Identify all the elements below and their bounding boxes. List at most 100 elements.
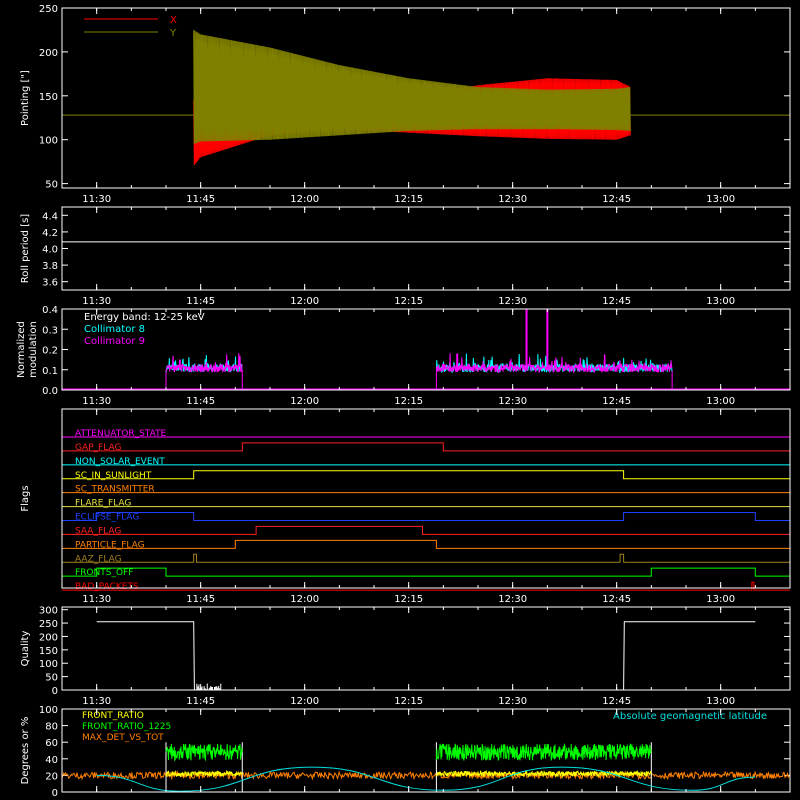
y-tick-label: 50 — [45, 180, 58, 191]
y-tick-label: 0.4 — [42, 305, 58, 316]
front-ratio-1225-line — [435, 742, 652, 761]
flag-label: NON_SOLAR_EVENT — [75, 457, 165, 467]
flag-line — [62, 539, 790, 549]
x-tick-label: 11:45 — [186, 594, 215, 605]
x-tick-label: 12:30 — [498, 594, 527, 605]
legend-label-ratio: MAX_DET_VS_TOT — [82, 733, 164, 743]
x-tick-label: 12:30 — [498, 396, 527, 407]
y-tick-label: 200 — [39, 632, 58, 643]
flag-label: AAZ_FLAG — [75, 554, 122, 564]
y-tick-label: 250 — [39, 4, 58, 15]
x-tick-label: 11:30 — [82, 194, 111, 205]
x-tick-label: 12:30 — [498, 194, 527, 205]
y-tick-label: 0 — [52, 788, 58, 799]
ratios-plot-frame — [61, 708, 791, 793]
legend-label-collimator: Collimator 9 — [84, 336, 145, 347]
flag-label: ECLIPSE_FLAG — [75, 513, 139, 523]
y-tick-label: 100 — [39, 659, 58, 670]
x-tick-label: 11:45 — [186, 696, 215, 707]
y-tick-label: 3.8 — [42, 261, 58, 272]
legend-label-ratio: FRONT_RATIO — [82, 711, 144, 721]
y-tick-label: 4.2 — [42, 228, 58, 239]
y-tick-label: 4.0 — [42, 245, 58, 256]
front-ratio-line — [436, 769, 652, 778]
x-tick-label: 11:30 — [82, 396, 111, 407]
y-tick-label: 150 — [39, 92, 58, 103]
y-tick-label: 80 — [45, 722, 58, 733]
x-tick-label: 12:00 — [290, 696, 319, 707]
x-tick-label: 12:00 — [290, 594, 319, 605]
geomagnetic-latitude-line — [96, 766, 756, 792]
modulation-annotation: Energy band: 12-25 keV — [84, 312, 205, 323]
flag-label: ATTENUATOR_STATE — [75, 429, 167, 439]
x-tick-label: 11:30 — [82, 296, 111, 307]
y-tick-label: 0 — [52, 686, 58, 697]
y-tick-label: 20 — [45, 771, 58, 782]
y-axis-label: Degrees or % — [20, 717, 31, 785]
flag-line — [62, 512, 790, 521]
x-tick-label: 12:30 — [498, 696, 527, 707]
roll-plot-frame — [61, 206, 791, 291]
y-tick-label: 0.2 — [42, 346, 58, 357]
x-tick-label: 12:45 — [602, 194, 631, 205]
y-tick-label: 50 — [45, 673, 58, 684]
flags-plot-frame — [61, 408, 791, 589]
flag-label: SC_IN_SUNLIGHT — [75, 471, 152, 481]
x-tick-label: 12:45 — [602, 296, 631, 307]
flag-label: PARTICLE_FLAG — [75, 540, 145, 550]
flag-line — [62, 442, 790, 452]
x-tick-label: 13:00 — [706, 296, 735, 307]
y-axis-label: Quality — [20, 631, 31, 667]
x-tick-label: 12:45 — [602, 696, 631, 707]
y-tick-label: 0.1 — [42, 366, 58, 377]
flag-label: FRONTS_OFF — [75, 568, 133, 578]
modulation-series-9 — [165, 353, 243, 373]
x-tick-label: 12:15 — [394, 194, 423, 205]
quality-line — [96, 621, 756, 691]
pointing-series-y — [193, 29, 631, 144]
x-tick-label: 12:45 — [602, 594, 631, 605]
x-tick-label: 12:15 — [394, 594, 423, 605]
x-tick-label: 11:30 — [82, 696, 111, 707]
x-tick-label: 11:30 — [82, 594, 111, 605]
flag-line — [62, 553, 790, 563]
y-tick-label: 0.3 — [42, 325, 58, 336]
y-tick-label: 250 — [39, 619, 58, 630]
flag-line — [62, 470, 790, 480]
x-tick-label: 12:15 — [394, 296, 423, 307]
x-tick-label: 12:30 — [498, 296, 527, 307]
x-tick-label: 13:00 — [706, 194, 735, 205]
flag-line — [62, 581, 790, 591]
flag-label: SAA_FLAG — [75, 526, 121, 536]
x-tick-label: 13:00 — [706, 594, 735, 605]
legend-label-y: Y — [169, 28, 177, 39]
y-tick-label: 4.4 — [42, 211, 58, 222]
x-tick-label: 12:15 — [394, 396, 423, 407]
flag-line — [62, 525, 790, 535]
x-tick-label: 12:00 — [290, 396, 319, 407]
legend-label-x: X — [170, 15, 177, 26]
x-tick-label: 12:00 — [290, 296, 319, 307]
y-axis-label: modulation — [28, 321, 39, 378]
front-ratio-line — [165, 769, 243, 778]
flag-label: BAD_PACKETS — [75, 582, 139, 592]
legend-label-latitude: Absolute geomagnetic latitude — [613, 711, 767, 722]
front-ratio-1225-line — [165, 743, 243, 762]
flag-label: FLARE_FLAG — [75, 499, 131, 509]
y-tick-label: 60 — [45, 738, 58, 749]
y-tick-label: 150 — [39, 646, 58, 657]
y-tick-label: 40 — [45, 755, 58, 766]
x-tick-label: 11:45 — [186, 194, 215, 205]
y-axis-label: Pointing ["] — [20, 70, 31, 126]
y-tick-label: 3.6 — [42, 278, 58, 289]
quality-plot-frame — [61, 606, 791, 691]
x-tick-label: 12:15 — [394, 696, 423, 707]
flag-label: GAP_FLAG — [75, 443, 121, 453]
pointing-plot-frame — [61, 7, 791, 189]
y-axis-label: Normalized — [16, 321, 27, 378]
x-tick-label: 13:00 — [706, 396, 735, 407]
legend-label-ratio: FRONT_RATIO_1225 — [82, 722, 171, 732]
y-tick-label: 200 — [39, 48, 58, 59]
x-tick-label: 12:00 — [290, 194, 319, 205]
